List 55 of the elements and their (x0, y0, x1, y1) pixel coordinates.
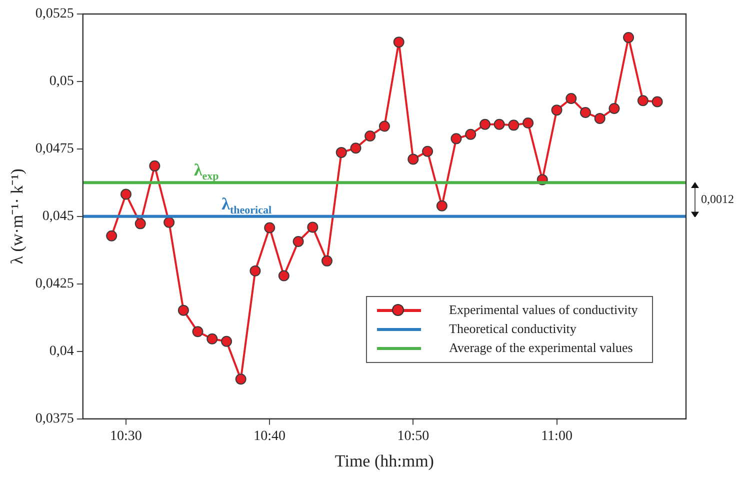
point (134, 218, 146, 230)
point (393, 36, 404, 48)
point (278, 270, 290, 282)
x-axis-title: Time (hh:mm) (334, 451, 434, 470)
point (465, 128, 476, 140)
point (494, 118, 505, 130)
point (178, 304, 189, 316)
point (508, 120, 520, 131)
point (408, 154, 419, 165)
point (250, 265, 261, 276)
x-tick-label: 10:50 (397, 428, 430, 444)
point (307, 222, 318, 233)
point (566, 92, 577, 104)
text: 0,0012 (701, 192, 734, 208)
point (149, 160, 160, 172)
point (120, 188, 132, 200)
point (422, 146, 434, 157)
point (264, 222, 276, 234)
point (292, 236, 304, 247)
point (652, 96, 663, 108)
y-tick-label: 0,0525 (35, 6, 74, 22)
point (336, 146, 347, 158)
point (164, 216, 175, 228)
point (221, 336, 232, 347)
x-tick-label: 10:40 (254, 428, 286, 444)
x-tick-label: 11:00 (541, 428, 572, 444)
point (551, 104, 562, 116)
legend-label: Theoretical conductivity (449, 321, 576, 338)
point (580, 107, 591, 118)
point (350, 142, 362, 154)
point (623, 32, 634, 43)
point (106, 230, 118, 242)
legend-label: Experimental values of conductivity (449, 302, 638, 318)
y-tick-label: 0,04 (49, 344, 74, 360)
point (594, 112, 606, 124)
point (378, 120, 390, 132)
point (522, 118, 534, 129)
y-axis-title: λ (w·m⁻¹· k⁻¹) (8, 168, 27, 264)
x-tick-label: 10:30 (110, 428, 142, 444)
y-tick-label: 0,05 (49, 74, 74, 90)
point (321, 255, 332, 266)
y-tick-label: 0,045 (42, 209, 74, 224)
point (479, 118, 490, 130)
point (637, 95, 648, 106)
legend-label: Average of the experimental values (449, 340, 633, 356)
point (608, 102, 620, 114)
point (364, 130, 376, 142)
point (450, 133, 462, 144)
y-tick-label: 0,0375 (35, 411, 74, 426)
point (436, 200, 448, 212)
point (235, 374, 246, 385)
y-tick-label: 0,0425 (35, 276, 74, 292)
point (192, 326, 204, 338)
y-tick-label: 0,0475 (35, 142, 74, 157)
point (206, 333, 218, 344)
